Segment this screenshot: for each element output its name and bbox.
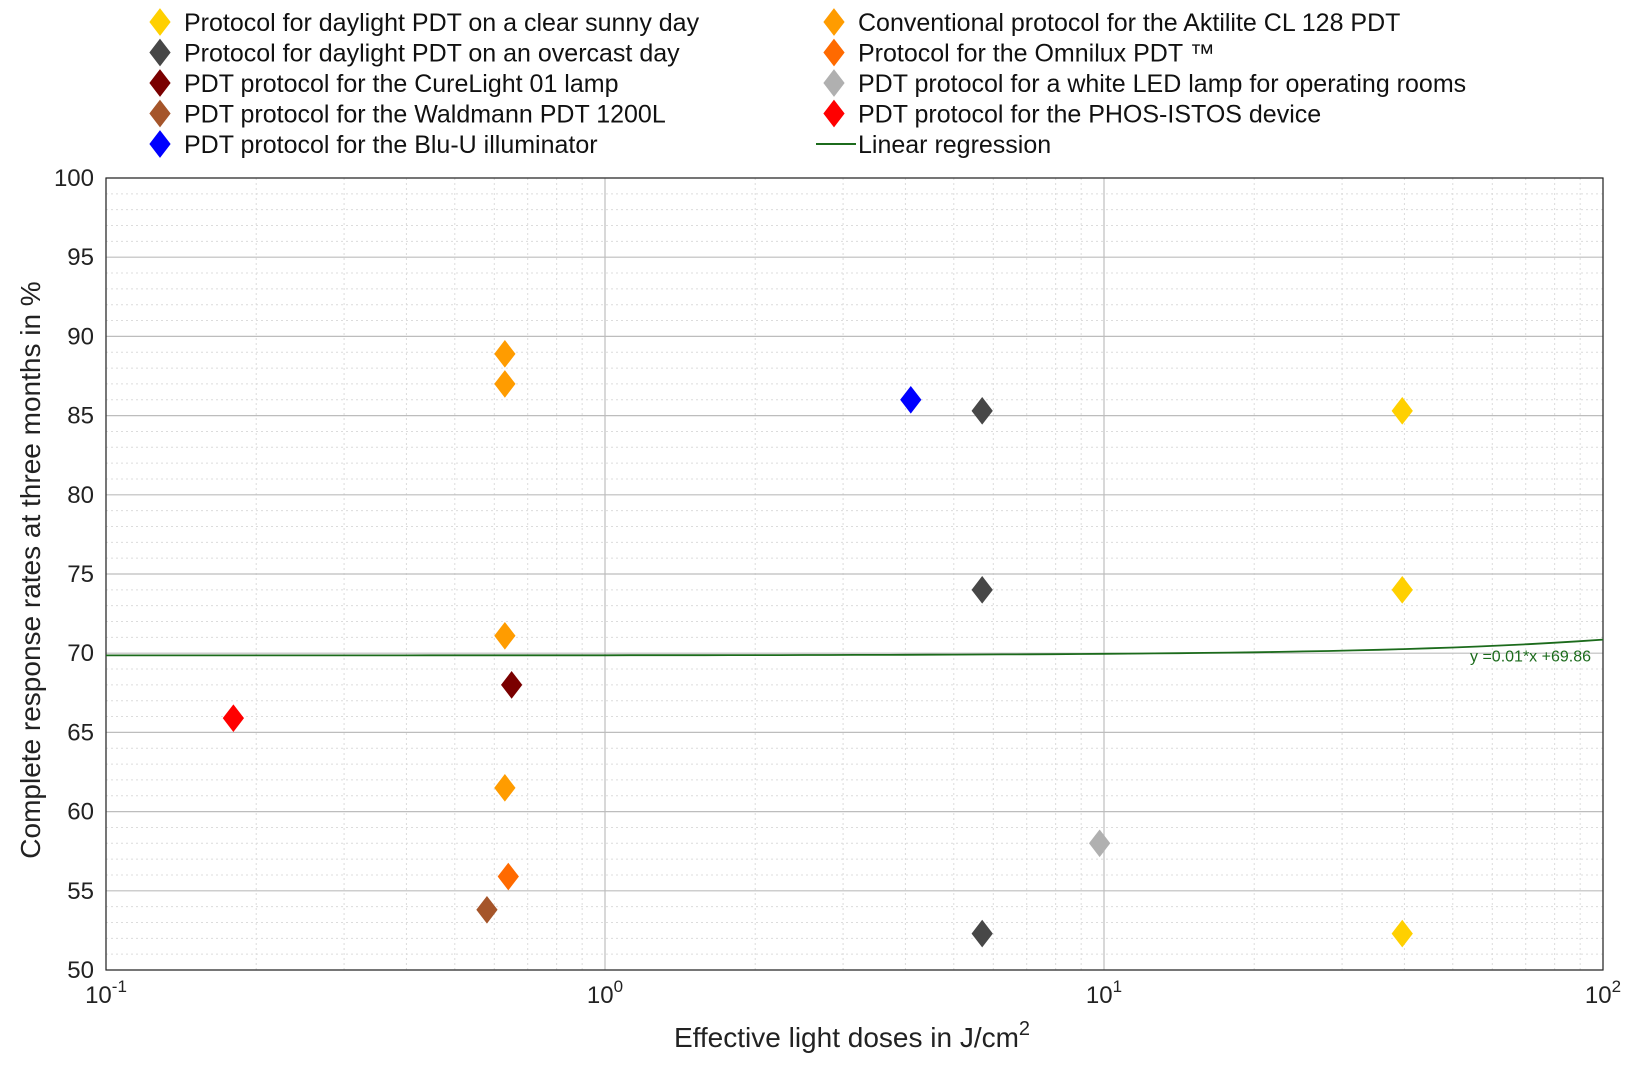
legend-label: Conventional protocol for the Aktilite C… [858, 9, 1400, 37]
data-point [494, 774, 516, 802]
data-point [1391, 919, 1413, 948]
legend-label: Protocol for daylight PDT on a clear sun… [184, 9, 700, 37]
data-point [1391, 397, 1413, 425]
y-tick-label: 70 [67, 640, 94, 667]
legend: Protocol for daylight PDT on a clear sun… [149, 8, 1466, 159]
y-tick-label: 95 [67, 244, 94, 271]
y-tick-label: 60 [67, 799, 94, 826]
legend-marker [823, 38, 845, 67]
data-point [1391, 576, 1413, 604]
legend-marker [149, 130, 171, 158]
legend-label: PDT protocol for the Blu-U illuminator [184, 131, 598, 159]
regression-layer: y =0.01*x +69.86 [106, 638, 1604, 666]
x-axis-ticks: 10-1 100 101 102 [85, 977, 1621, 1009]
y-tick-label: 100 [54, 165, 94, 192]
data-point [501, 671, 523, 699]
legend-label: Linear regression [858, 131, 1051, 159]
legend-label: PDT protocol for the Waldmann PDT 1200L [184, 101, 666, 129]
data-point [971, 576, 993, 604]
regression-equation-label: y =0.01*x +69.86 [1470, 649, 1591, 666]
data-point [1088, 829, 1111, 858]
legend-label: PDT protocol for the PHOS-ISTOS device [858, 101, 1321, 129]
legend-label: PDT protocol for a white LED lamp for op… [858, 70, 1466, 98]
y-tick-label: 85 [67, 403, 94, 430]
data-point [494, 340, 516, 368]
legend-marker [823, 8, 845, 36]
legend-marker [149, 8, 171, 36]
legend-label: PDT protocol for the CureLight 01 lamp [184, 70, 619, 98]
data-point [971, 919, 993, 948]
x-tick-label: 100 [587, 977, 623, 1009]
data-point [971, 397, 993, 425]
y-tick-label: 65 [67, 719, 94, 746]
x-tick-label: 101 [1086, 977, 1122, 1009]
regression-line [106, 638, 1604, 657]
x-tick-label: 102 [1585, 977, 1621, 1009]
y-axis-ticks: 50 55 60 65 70 75 80 85 90 95 100 [54, 165, 94, 984]
legend-label: Protocol for the Omnilux PDT ™ [858, 40, 1215, 68]
y-tick-label: 90 [67, 323, 94, 350]
data-point [476, 895, 498, 924]
data-point [494, 370, 516, 398]
legend-label: Protocol for daylight PDT on an overcast… [184, 40, 680, 68]
data-point [494, 621, 516, 650]
y-tick-label: 75 [67, 561, 94, 588]
legend-marker [149, 38, 171, 67]
x-tick-label: 10-1 [85, 977, 127, 1009]
legend-marker [149, 99, 171, 128]
y-tick-label: 50 [67, 957, 94, 984]
data-points [222, 340, 1413, 948]
legend-marker [149, 69, 171, 97]
y-tick-label: 55 [67, 878, 94, 905]
x-axis-title: Effective light doses in J/cm2 [674, 1018, 1030, 1053]
data-point [497, 862, 519, 891]
data-point [900, 385, 922, 414]
legend-marker [823, 69, 845, 97]
y-tick-label: 80 [67, 482, 94, 509]
data-point [222, 704, 245, 732]
plot-frame [105, 177, 1604, 971]
legend-marker [823, 99, 845, 128]
y-axis-title: Complete response rates at three months … [15, 281, 46, 858]
